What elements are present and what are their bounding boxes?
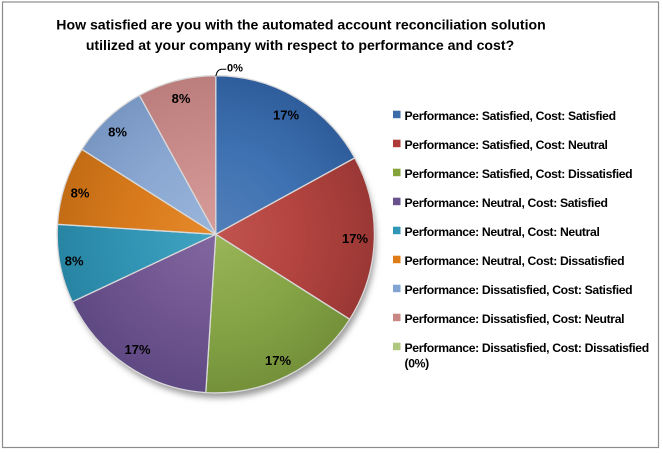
svg-text:(0%): (0%)	[405, 356, 430, 370]
svg-text:Performance: Dissatisfied, Cos: Performance: Dissatisfied, Cost: Dissati…	[405, 341, 649, 355]
svg-text:Performance: Satisfied, Cost:: Performance: Satisfied, Cost: Satisfied	[405, 109, 616, 123]
svg-text:0%: 0%	[227, 63, 243, 75]
svg-text:utilized at your company with: utilized at your company with respect to…	[86, 37, 514, 53]
svg-text:Performance: Dissatisfied, Cos: Performance: Dissatisfied, Cost: Satisfi…	[405, 283, 633, 297]
svg-text:How satisfied are you with the: How satisfied are you with the automated…	[56, 16, 545, 32]
svg-text:Performance: Dissatisfied, Cos: Performance: Dissatisfied, Cost: Neutral	[405, 312, 625, 326]
svg-text:8%: 8%	[108, 125, 127, 140]
svg-text:Performance: Neutral, Cost: Di: Performance: Neutral, Cost: Dissatisfied	[405, 254, 625, 268]
svg-text:8%: 8%	[71, 185, 90, 200]
svg-text:Performance: Neutral, Cost: Ne: Performance: Neutral, Cost: Neutral	[405, 225, 600, 239]
svg-text:17%: 17%	[124, 342, 150, 357]
svg-text:17%: 17%	[342, 231, 368, 246]
svg-text:Performance: Satisfied, Cost:: Performance: Satisfied, Cost: Neutral	[405, 138, 608, 152]
svg-text:17%: 17%	[273, 107, 299, 122]
svg-text:17%: 17%	[265, 353, 291, 368]
svg-text:Performance: Satisfied, Cost:: Performance: Satisfied, Cost: Dissatisfi…	[405, 167, 633, 181]
svg-text:Performance: Neutral, Cost: Sa: Performance: Neutral, Cost: Satisfied	[405, 196, 608, 210]
svg-text:8%: 8%	[65, 254, 84, 269]
svg-text:8%: 8%	[172, 91, 191, 106]
